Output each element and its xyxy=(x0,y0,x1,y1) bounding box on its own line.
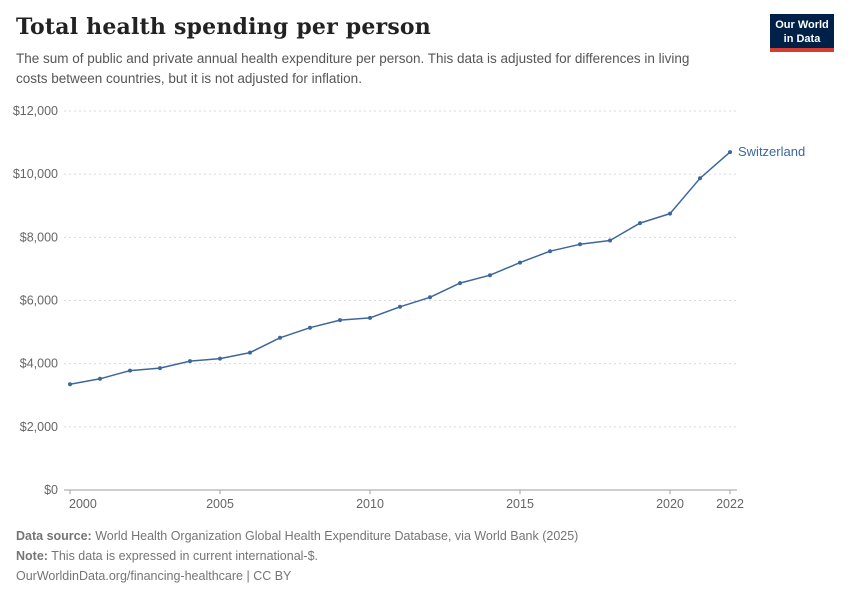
x-tick-label: 2005 xyxy=(206,497,234,511)
chart-header: Total health spending per person The sum… xyxy=(16,14,834,90)
data-point[interactable] xyxy=(578,242,582,247)
footer-note-label: Note: xyxy=(16,549,48,563)
chart-svg: $0 $2,000 $4,000 $6,000 $8,000 $10,000 $12,000… xyxy=(13,104,805,511)
data-point[interactable] xyxy=(488,273,492,278)
y-tick-label: $8,000 xyxy=(20,230,58,244)
data-point[interactable] xyxy=(338,318,342,323)
footer-citation: OurWorldinData.org/financing-healthcare … xyxy=(16,566,834,586)
owid-logo-accent xyxy=(770,48,834,52)
x-tick-label: 2015 xyxy=(506,497,534,511)
data-point[interactable] xyxy=(398,304,402,309)
owid-logo[interactable]: Our World in Data xyxy=(770,14,834,52)
owid-logo-line1: Our World xyxy=(775,19,829,31)
chart-footer: Data source: World Health Organization G… xyxy=(16,526,834,586)
footer-note-text: This data is expressed in current intern… xyxy=(51,549,319,563)
footer-link[interactable]: OurWorldinData.org/financing-healthcare xyxy=(16,569,243,583)
data-point[interactable] xyxy=(368,315,372,320)
data-point[interactable] xyxy=(98,376,102,381)
x-tick-label: 2022 xyxy=(716,497,744,511)
footer-datasource: Data source: World Health Organization G… xyxy=(16,526,834,546)
data-point[interactable] xyxy=(218,356,222,361)
data-point[interactable] xyxy=(248,350,252,355)
y-tick-label: $4,000 xyxy=(20,357,58,371)
data-point[interactable] xyxy=(428,295,432,300)
series-end-label: Switzerland xyxy=(738,144,805,159)
data-point[interactable] xyxy=(458,281,462,286)
y-tick-label: $0 xyxy=(44,483,58,497)
y-tick-label: $6,000 xyxy=(20,294,58,308)
x-tick-label: 2010 xyxy=(356,497,384,511)
footer-datasource-text: World Health Organization Global Health … xyxy=(95,529,579,543)
data-point[interactable] xyxy=(158,366,162,371)
data-point[interactable] xyxy=(518,260,522,265)
y-tick-label: $10,000 xyxy=(13,167,58,181)
y-tick-label: $2,000 xyxy=(20,420,58,434)
data-point[interactable] xyxy=(188,359,192,364)
data-point[interactable] xyxy=(128,368,132,373)
data-point[interactable] xyxy=(278,335,282,340)
data-point[interactable] xyxy=(68,382,72,387)
x-tick-label: 2000 xyxy=(69,497,97,511)
chart-subtitle: The sum of public and private annual hea… xyxy=(16,51,690,87)
footer-license: | CC BY xyxy=(246,569,292,583)
footer-datasource-label: Data source: xyxy=(16,529,92,543)
data-point[interactable] xyxy=(308,325,312,330)
chart-title: Total health spending per person xyxy=(16,14,431,40)
footer-note: Note: This data is expressed in current … xyxy=(16,546,834,566)
data-point[interactable] xyxy=(668,211,672,216)
data-point[interactable] xyxy=(608,238,612,243)
data-point[interactable] xyxy=(698,176,702,181)
owid-logo-line2: in Data xyxy=(783,33,821,45)
data-point[interactable] xyxy=(638,221,642,226)
y-tick-label: $12,000 xyxy=(13,104,58,118)
x-tick-label: 2020 xyxy=(656,497,684,511)
data-point[interactable] xyxy=(728,150,732,155)
series-line[interactable] xyxy=(69,151,731,385)
data-point[interactable] xyxy=(548,249,552,254)
